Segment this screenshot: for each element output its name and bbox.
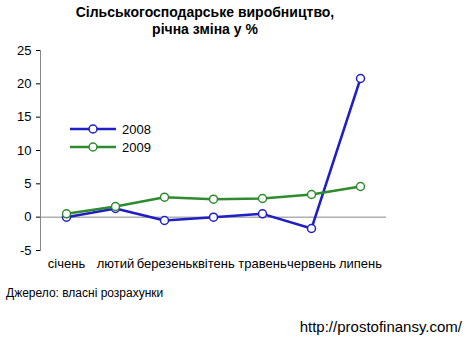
- svg-text:25: 25: [17, 43, 31, 58]
- html-text:Джерело: власні розрахунки: Джерело: власні розрахунки: [6, 286, 164, 300]
- svg-text:-5: -5: [20, 243, 32, 258]
- svg-text:15: 15: [17, 109, 31, 124]
- svg-text:лютий: лютий: [97, 256, 135, 271]
- html-text:Сільськогосподарське виробницт: Сільськогосподарське виробництво,: [75, 4, 335, 20]
- html-text:річна зміна у %: річна зміна у %: [152, 21, 258, 37]
- html-text:2009: 2009: [122, 139, 151, 155]
- svg-text:0: 0: [24, 209, 31, 224]
- html-text:http://prostofinansy.com/: http://prostofinansy.com/: [299, 318, 462, 335]
- svg-text:липень: липень: [339, 256, 382, 271]
- svg-text:10: 10: [17, 143, 31, 158]
- svg-text:5: 5: [24, 176, 31, 191]
- html-text:2008: 2008: [122, 121, 151, 137]
- svg-text:січень: січень: [48, 256, 86, 271]
- svg-text:березень: березень: [137, 256, 193, 271]
- svg-text:червень: червень: [287, 256, 336, 271]
- svg-text:20: 20: [17, 76, 31, 91]
- svg-text:травень: травень: [238, 256, 287, 271]
- svg-text:квітень: квітень: [192, 256, 235, 271]
